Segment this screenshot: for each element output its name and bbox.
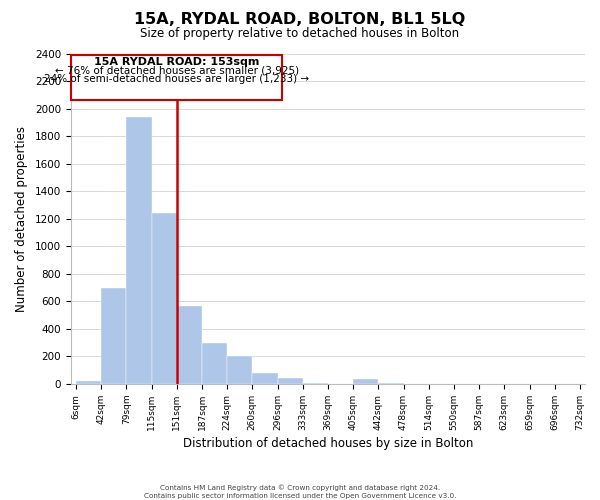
Bar [303,382,328,384]
Bar [278,378,303,384]
Text: 24% of semi-detached houses are larger (1,233) →: 24% of semi-detached houses are larger (… [44,74,310,84]
Bar [127,117,152,384]
Bar [101,288,127,384]
Text: Contains public sector information licensed under the Open Government Licence v3: Contains public sector information licen… [144,493,456,499]
Bar [76,381,101,384]
Y-axis label: Number of detached properties: Number of detached properties [15,126,28,312]
Text: Size of property relative to detached houses in Bolton: Size of property relative to detached ho… [140,28,460,40]
Bar [152,214,177,384]
Bar [202,342,227,384]
Bar [253,373,278,384]
Text: 15A, RYDAL ROAD, BOLTON, BL1 5LQ: 15A, RYDAL ROAD, BOLTON, BL1 5LQ [134,12,466,28]
Bar [227,356,253,384]
Text: Contains HM Land Registry data © Crown copyright and database right 2024.: Contains HM Land Registry data © Crown c… [160,484,440,491]
Text: ← 76% of detached houses are smaller (3,925): ← 76% of detached houses are smaller (3,… [55,66,299,76]
FancyBboxPatch shape [71,54,282,100]
Bar [353,379,379,384]
Bar [177,306,202,384]
X-axis label: Distribution of detached houses by size in Bolton: Distribution of detached houses by size … [183,437,473,450]
Text: 15A RYDAL ROAD: 153sqm: 15A RYDAL ROAD: 153sqm [94,57,259,67]
